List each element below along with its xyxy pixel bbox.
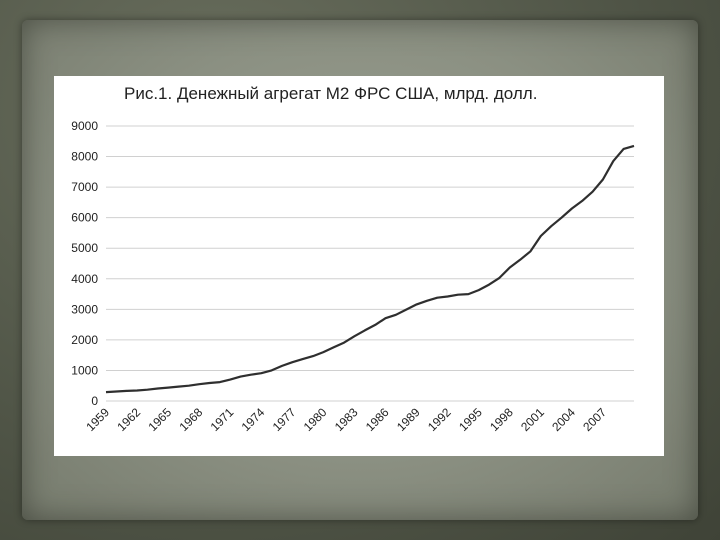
- x-tick-label: 1968: [177, 405, 206, 434]
- y-tick-label: 1000: [71, 363, 98, 377]
- x-tick-label: 1974: [239, 405, 268, 434]
- x-tick-label: 1995: [456, 405, 485, 434]
- x-tick-label: 1992: [425, 405, 454, 434]
- y-tick-label: 8000: [71, 150, 98, 164]
- x-tick-label: 1980: [301, 405, 330, 434]
- grid-lines: [106, 125, 634, 402]
- y-tick-label: 0: [91, 394, 98, 408]
- x-tick-label: 1962: [114, 405, 143, 434]
- y-tick-label: 7000: [71, 180, 98, 194]
- y-tick-label: 2000: [71, 333, 98, 347]
- chart-card: Рис.1. Денежный агрегат M2 ФРС США, млрд…: [54, 76, 664, 456]
- x-tick-label: 1986: [363, 405, 392, 434]
- x-tick-label: 2001: [518, 405, 547, 434]
- y-tick-label: 9000: [71, 119, 98, 133]
- y-tick-label: 6000: [71, 211, 98, 225]
- y-tick-label: 3000: [71, 302, 98, 316]
- x-tick-label: 2004: [549, 405, 578, 434]
- y-tick-label: 4000: [71, 272, 98, 286]
- x-tick-label: 1959: [83, 405, 112, 434]
- x-tick-label: 1998: [487, 405, 516, 434]
- y-axis-ticks: 0 1000 2000 3000 4000 5000 6000 7000 8000 9000: [71, 119, 98, 408]
- x-tick-label: 1989: [394, 405, 423, 434]
- x-tick-label: 1971: [208, 405, 237, 434]
- m2-line-chart: 0 1000 2000 3000 4000 5000 6000 7000 8000 9000 19…: [71, 119, 635, 434]
- chart-title: Рис.1. Денежный агрегат M2 ФРС США, млрд…: [124, 84, 538, 103]
- x-tick-label: 1965: [145, 405, 174, 434]
- m2-series-line: [105, 144, 635, 394]
- x-tick-label: 1977: [270, 405, 299, 434]
- series-layer: [105, 144, 635, 394]
- x-axis-ticks: 1959 1962 1965 1968 1971 1974 1977 1980 1983 1986…: [83, 405, 609, 434]
- y-tick-label: 5000: [71, 241, 98, 255]
- x-tick-label: 2007: [580, 405, 609, 434]
- x-tick-label: 1983: [332, 405, 361, 434]
